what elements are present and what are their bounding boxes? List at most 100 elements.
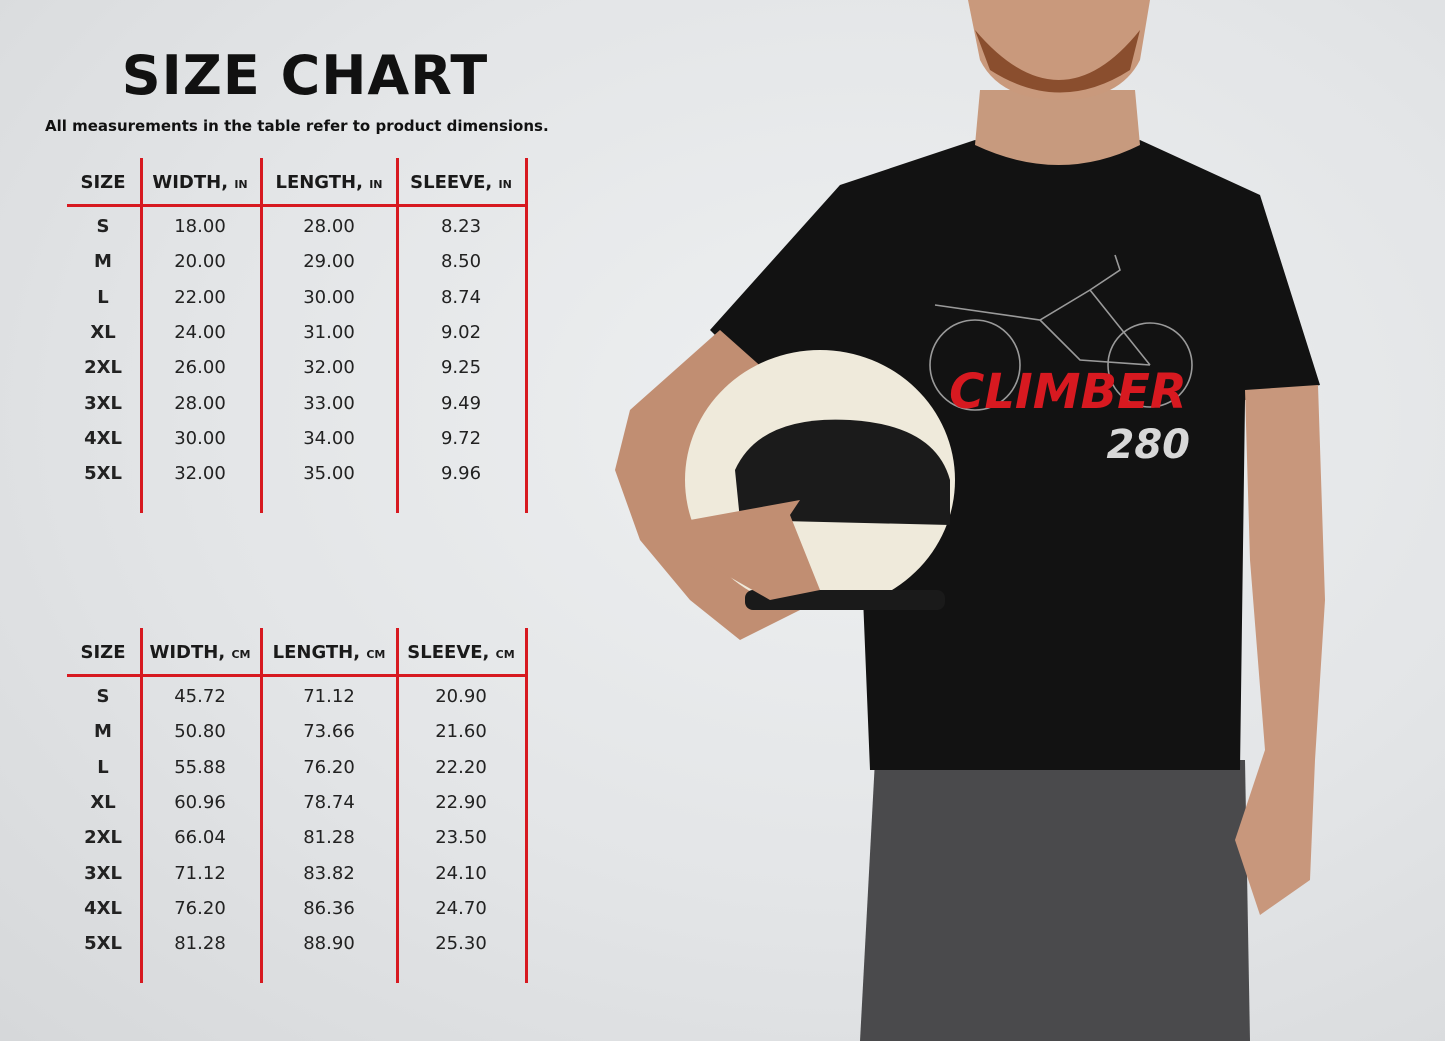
table-cell: 30.00 xyxy=(174,427,226,449)
size-cell: XL xyxy=(90,791,116,813)
table-cell: 18.00 xyxy=(174,216,226,237)
table-cell: 32.00 xyxy=(174,463,226,485)
size-cell: 4XL xyxy=(84,427,122,449)
table-cell: 34.00 xyxy=(303,427,355,449)
column-header: SLEEVE, CM xyxy=(407,642,515,663)
table-cell: 78.74 xyxy=(303,791,355,813)
table-cell: 20.90 xyxy=(435,686,487,707)
table-cell: 9.25 xyxy=(440,357,482,379)
size-table-centimeters: SIZE WIDTH, CM LENGTH, CM SLEEVE, CM S 45.72 7… xyxy=(67,628,528,983)
size-table-inches: SIZE WIDTH, IN LENGTH, IN SLEEVE, IN S 18.00 2… xyxy=(67,158,528,513)
table-cell: 33.00 xyxy=(303,392,355,414)
table-cell: 81.28 xyxy=(303,827,355,849)
size-cell: S xyxy=(96,686,110,707)
column-divider xyxy=(525,628,528,983)
table-cell: 66.04 xyxy=(174,827,226,849)
size-cell: 5XL xyxy=(84,933,122,955)
column-header: SIZE xyxy=(80,172,126,193)
neck xyxy=(975,90,1140,165)
table-cell: 8.23 xyxy=(440,216,482,237)
unit-label: IN xyxy=(234,178,248,191)
table-cell: 86.36 xyxy=(303,897,355,919)
size-cell: 2XL xyxy=(84,357,122,379)
table-cell: 28.00 xyxy=(303,216,355,237)
table-cell: 20.00 xyxy=(174,251,226,273)
table-cell: 32.00 xyxy=(303,357,355,379)
right-arm xyxy=(1235,385,1325,915)
table-cell: 21.60 xyxy=(435,721,487,743)
column-divider xyxy=(260,628,263,983)
table-cell: 9.96 xyxy=(440,463,482,485)
table-cell: 9.49 xyxy=(440,392,482,414)
size-cell: 3XL xyxy=(84,862,122,884)
size-cell: 2XL xyxy=(84,827,122,849)
column-header: WIDTH, CM xyxy=(149,642,251,663)
header-divider xyxy=(67,204,528,207)
unit-label: CM xyxy=(366,648,386,661)
column-divider xyxy=(260,158,263,513)
unit-label: CM xyxy=(231,648,251,661)
table-cell: 71.12 xyxy=(303,686,355,707)
motorcycle-graphic xyxy=(929,254,1193,411)
table-cell: 71.12 xyxy=(174,862,226,884)
column-header: LENGTH, CM xyxy=(272,642,386,663)
table-cell: 30.00 xyxy=(303,286,355,308)
model-photo: CLIMBER 280 xyxy=(615,0,1325,1041)
size-cell: 3XL xyxy=(84,392,122,414)
table-cell: 24.10 xyxy=(435,862,487,884)
size-cell: 5XL xyxy=(84,463,122,485)
table-cell: 76.20 xyxy=(174,897,226,919)
table-cell: 31.00 xyxy=(303,321,355,343)
column-divider xyxy=(140,158,143,513)
table-cell: 50.80 xyxy=(174,721,226,743)
size-cell: XL xyxy=(90,321,116,343)
subtitle: All measurements in the table refer to p… xyxy=(45,117,549,135)
shirt-print-name: CLIMBER xyxy=(949,364,1187,420)
table-cell: 28.00 xyxy=(174,392,226,414)
size-cell: L xyxy=(97,756,109,778)
table-cell: 81.28 xyxy=(174,933,226,955)
hand xyxy=(690,500,820,600)
size-cell: S xyxy=(96,216,110,237)
column-header: SLEEVE, IN xyxy=(410,172,512,193)
column-header: SIZE xyxy=(80,642,126,663)
table-cell: 24.00 xyxy=(174,321,226,343)
t-shirt xyxy=(710,140,1320,770)
table-cell: 22.20 xyxy=(435,756,487,778)
table-cell: 8.50 xyxy=(440,251,482,273)
column-header: LENGTH, IN xyxy=(275,172,383,193)
table-cell: 26.00 xyxy=(174,357,226,379)
jeans xyxy=(860,760,1250,1041)
unit-label: CM xyxy=(495,648,515,661)
beard xyxy=(975,30,1140,93)
table-cell: 60.96 xyxy=(174,791,226,813)
column-divider xyxy=(396,158,399,513)
shirt-print-number: 280 xyxy=(1107,422,1191,468)
table-cell: 22.00 xyxy=(174,286,226,308)
header-divider xyxy=(67,674,528,677)
table-cell: 29.00 xyxy=(303,251,355,273)
table-cell: 88.90 xyxy=(303,933,355,955)
table-cell: 76.20 xyxy=(303,756,355,778)
size-cell: L xyxy=(97,286,109,308)
column-divider xyxy=(525,158,528,513)
table-cell: 9.02 xyxy=(440,321,482,343)
unit-label: IN xyxy=(369,178,383,191)
size-cell: M xyxy=(94,721,112,743)
table-cell: 22.90 xyxy=(435,791,487,813)
table-cell: 9.72 xyxy=(440,427,482,449)
column-header: WIDTH, IN xyxy=(152,172,248,193)
table-cell: 55.88 xyxy=(174,756,226,778)
table-cell: 8.74 xyxy=(440,286,482,308)
column-divider xyxy=(140,628,143,983)
table-cell: 35.00 xyxy=(303,463,355,485)
unit-label: IN xyxy=(498,178,512,191)
column-divider xyxy=(396,628,399,983)
table-cell: 24.70 xyxy=(435,897,487,919)
table-cell: 23.50 xyxy=(435,827,487,849)
size-cell: M xyxy=(94,251,112,273)
table-cell: 83.82 xyxy=(303,862,355,884)
helmet-visor-opening xyxy=(735,419,950,525)
table-cell: 45.72 xyxy=(174,686,226,707)
table-cell: 25.30 xyxy=(435,933,487,955)
